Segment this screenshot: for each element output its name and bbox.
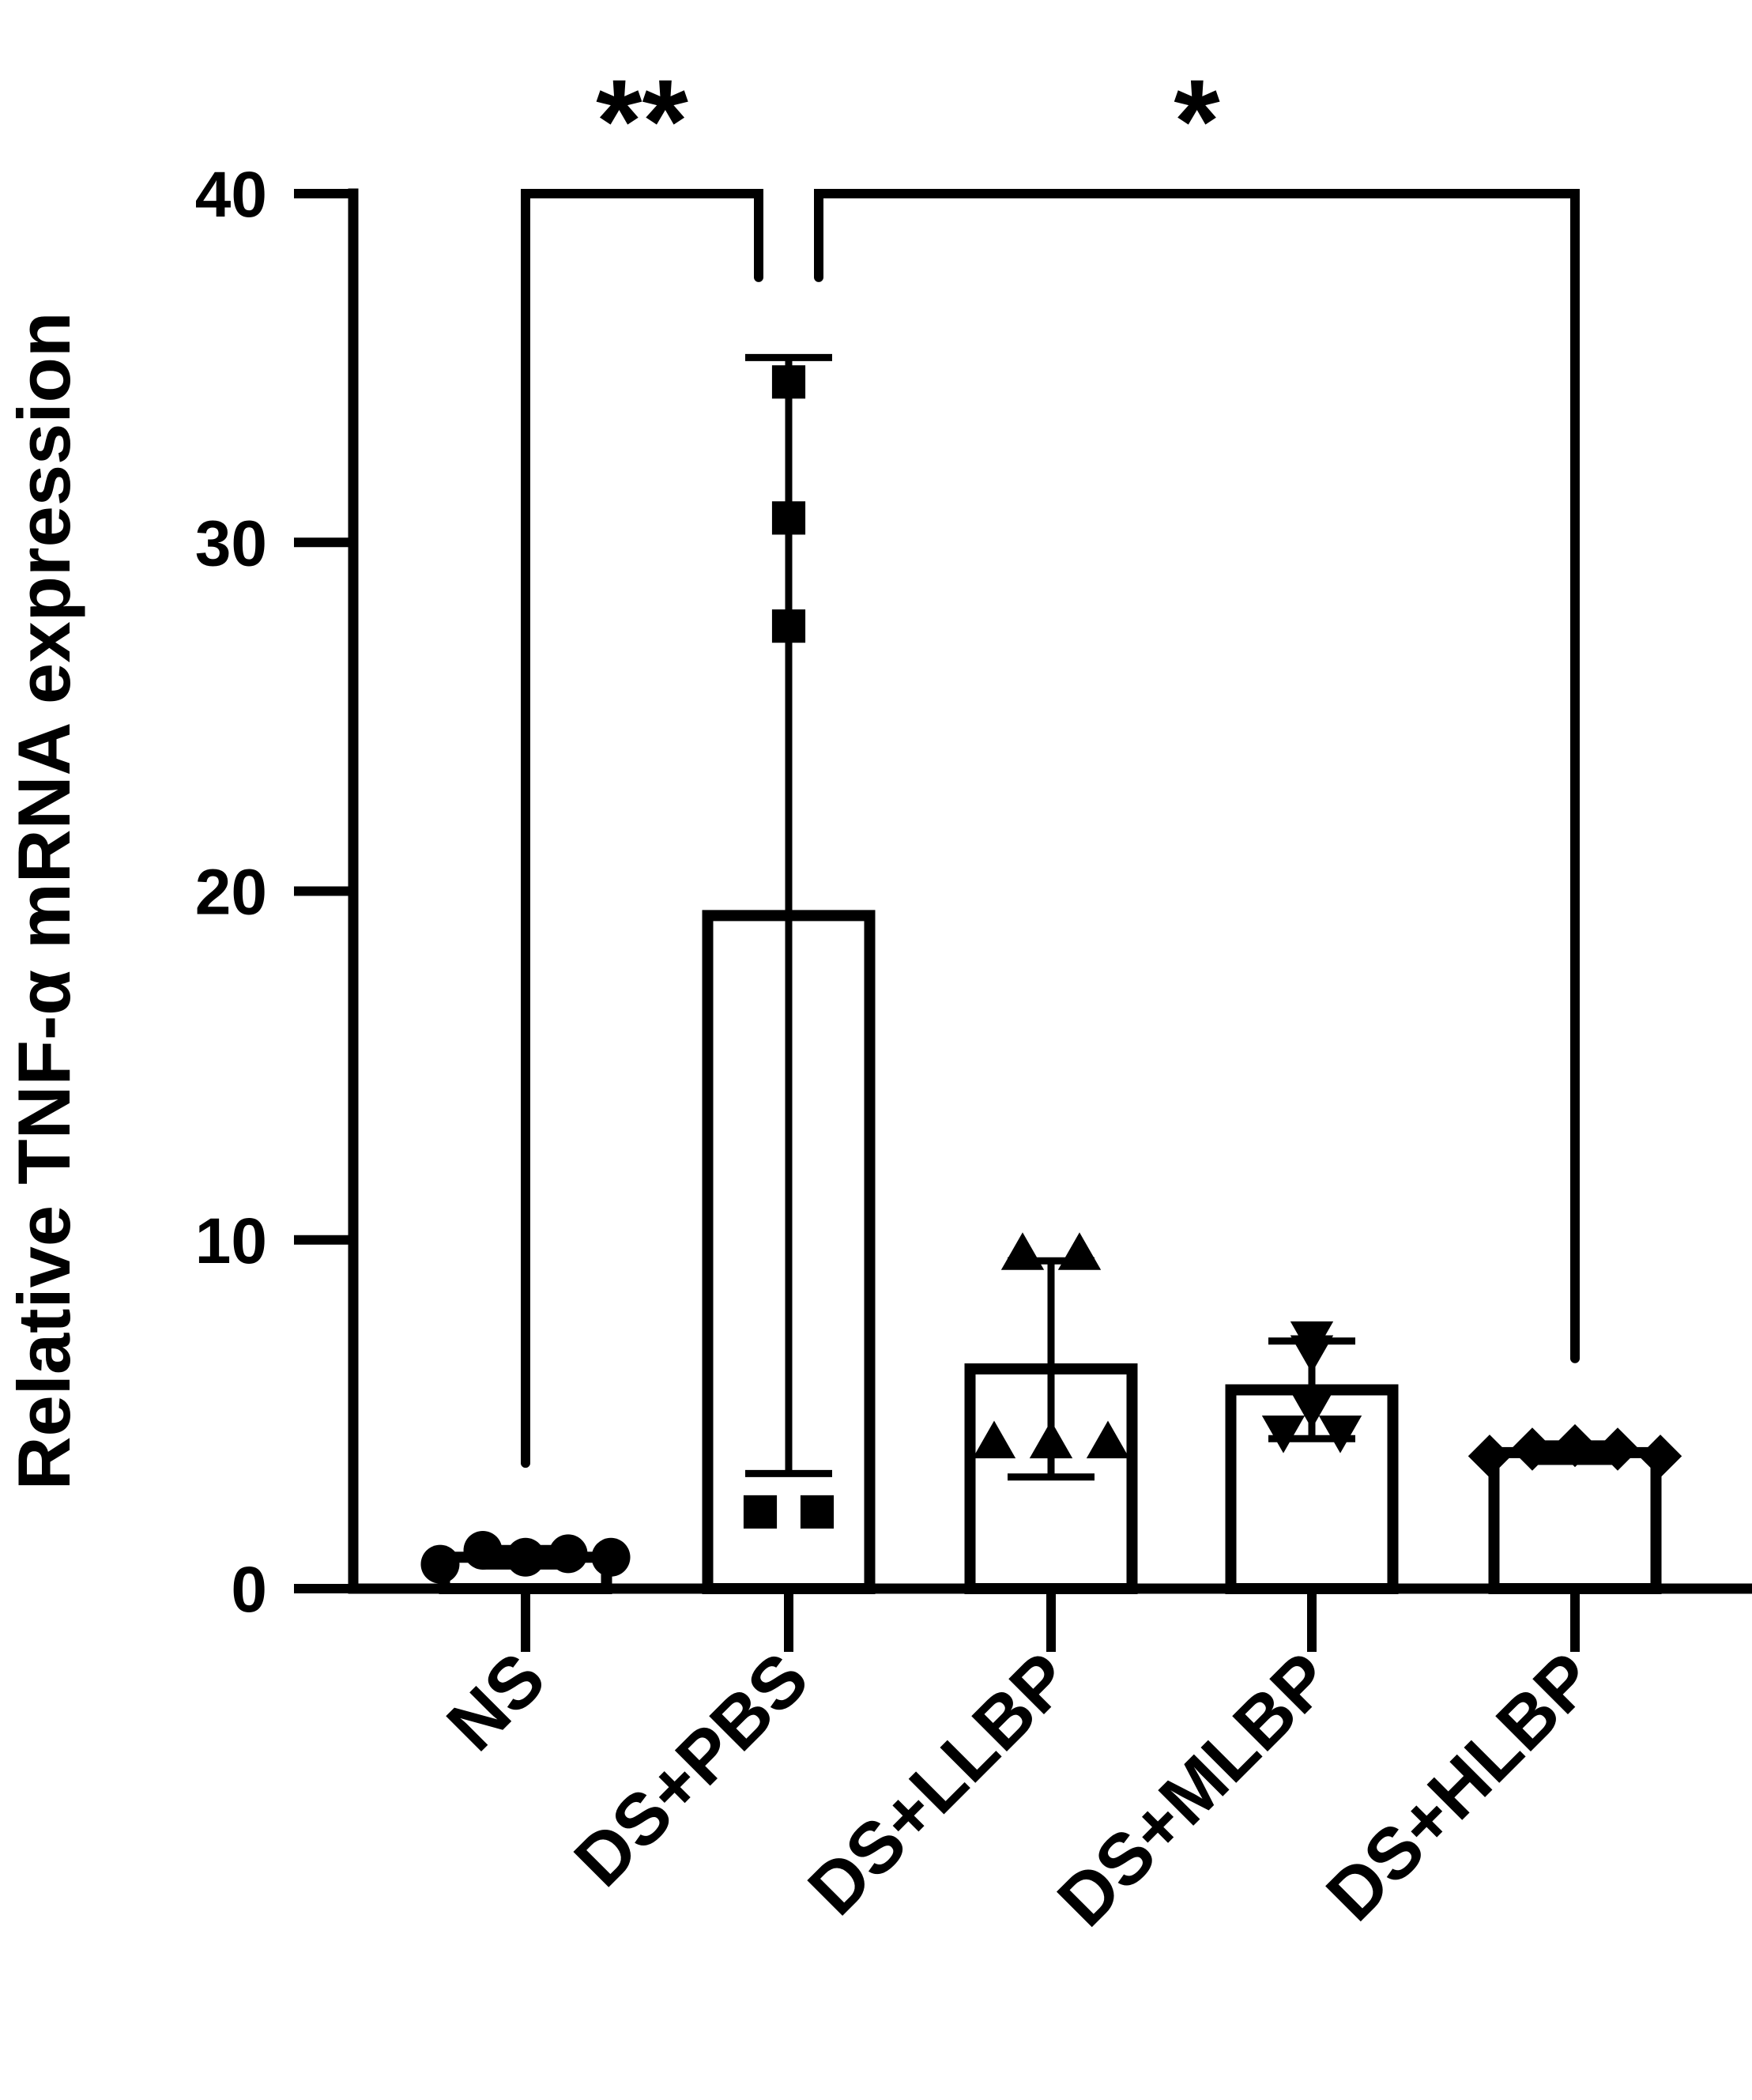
data-point-circle xyxy=(591,1537,631,1577)
x-tick-label: NS xyxy=(432,1638,561,1766)
x-tick-label: DS+HLBP xyxy=(1312,1638,1611,1936)
data-point-diamond xyxy=(1468,1435,1512,1478)
significance-label: ** xyxy=(596,55,688,187)
significance-brackets: ** * xyxy=(521,55,1580,1468)
y-axis-title-group: Relative TNF-α mRNA expression xyxy=(2,312,85,1491)
significance-bracket xyxy=(521,189,763,1468)
data-point-diamond xyxy=(1638,1435,1682,1478)
x-tick-label: DS+PBS xyxy=(560,1638,823,1902)
x-tick-label: DS+MLBP xyxy=(1042,1638,1347,1942)
data-point-square xyxy=(743,1495,778,1529)
data-point-triangle-up xyxy=(1086,1420,1130,1459)
significance-label: * xyxy=(1174,55,1220,187)
y-axis-title: Relative TNF-α mRNA expression xyxy=(2,312,85,1491)
x-tick-label: DS+LLBP xyxy=(793,1638,1086,1930)
data-point-square xyxy=(800,1495,835,1529)
y-tick-label: 20 xyxy=(195,857,267,929)
data-point-triangle-down xyxy=(1261,1416,1306,1453)
error-bars xyxy=(482,353,1618,1570)
bar-ds-hlbp xyxy=(1488,1446,1662,1594)
y-tick-label: 10 xyxy=(195,1205,267,1277)
bars xyxy=(439,910,1662,1595)
data-point-triangle-down xyxy=(1318,1416,1362,1453)
y-tick-label: 30 xyxy=(195,507,267,579)
y-tick-label: 40 xyxy=(195,159,267,231)
significance-bracket xyxy=(814,189,1580,1363)
data-point-circle xyxy=(420,1544,460,1584)
data-point-triangle-up xyxy=(972,1420,1016,1459)
y-tick-label: 0 xyxy=(231,1554,267,1626)
